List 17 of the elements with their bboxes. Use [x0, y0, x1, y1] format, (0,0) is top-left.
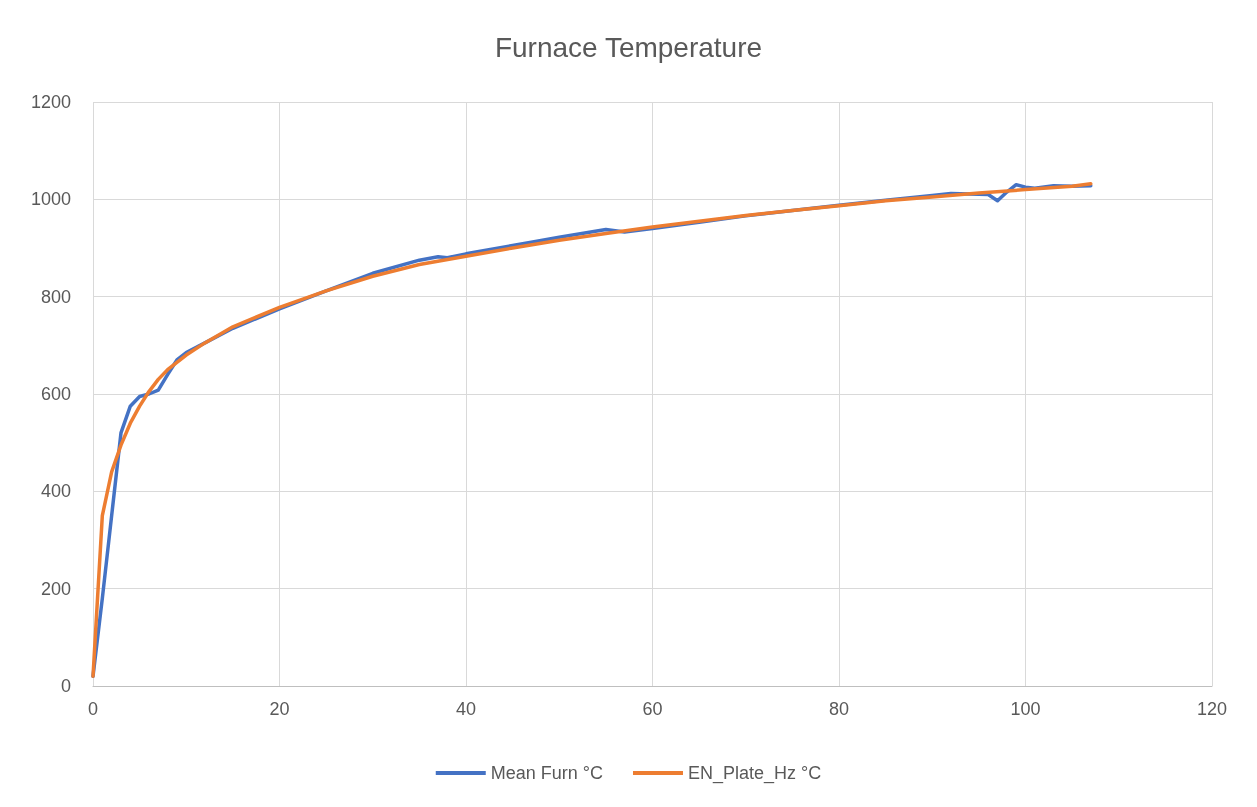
x-tick-label: 80 — [828, 699, 850, 719]
y-tick-label: 600 — [40, 384, 71, 404]
x-tick-label: 0 — [87, 699, 99, 719]
y-tick-label: 200 — [40, 578, 71, 599]
x-tick-label: 60 — [642, 699, 663, 719]
y-tick-label: 1200 — [30, 92, 71, 112]
legend-label: EN_Plate_Hz °C — [687, 763, 822, 784]
chart-title: Furnace Temperature — [494, 31, 763, 63]
y-tick-label: 0 — [60, 676, 71, 696]
x-tick-label: 120 — [1196, 699, 1228, 719]
y-tick-label: 1000 — [30, 189, 71, 210]
x-tick-label: 20 — [269, 699, 290, 719]
x-tick-label: 100 — [1010, 699, 1041, 719]
y-tick-label: 400 — [40, 481, 71, 502]
legend-label: Mean Furn °C — [490, 763, 604, 783]
x-tick-label: 40 — [455, 699, 477, 719]
y-tick-label: 800 — [40, 286, 71, 307]
